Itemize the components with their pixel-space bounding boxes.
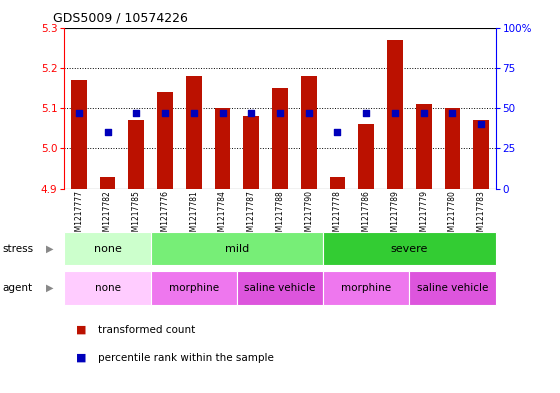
Bar [157, 92, 173, 189]
Bar [151, 232, 323, 265]
Point [419, 110, 428, 116]
Bar [409, 271, 496, 305]
Point [390, 110, 399, 116]
Point [161, 110, 170, 116]
Text: transformed count: transformed count [98, 325, 195, 335]
Bar [301, 76, 316, 189]
Text: morphine: morphine [341, 283, 391, 293]
Bar [416, 104, 432, 189]
Bar [71, 80, 87, 189]
Point [362, 110, 371, 116]
Bar [330, 176, 346, 189]
Bar [186, 76, 202, 189]
Bar [473, 120, 489, 189]
Text: morphine: morphine [169, 283, 219, 293]
Point [477, 121, 486, 127]
Text: ■: ■ [76, 325, 86, 335]
Text: severe: severe [391, 244, 428, 253]
Text: percentile rank within the sample: percentile rank within the sample [98, 353, 274, 363]
Bar [387, 40, 403, 189]
Text: none: none [94, 244, 122, 253]
Point [448, 110, 457, 116]
Bar [323, 271, 409, 305]
Point [218, 110, 227, 116]
Bar [272, 88, 288, 189]
Text: saline vehicle: saline vehicle [417, 283, 488, 293]
Bar [445, 108, 460, 189]
Point [333, 129, 342, 135]
Point [276, 110, 284, 116]
Point [247, 110, 256, 116]
Bar [237, 271, 323, 305]
Bar [64, 232, 151, 265]
Text: ▶: ▶ [46, 244, 53, 253]
Point [74, 110, 83, 116]
Text: ▶: ▶ [46, 283, 53, 293]
Bar [214, 108, 230, 189]
Bar [244, 116, 259, 189]
Text: none: none [95, 283, 120, 293]
Text: stress: stress [3, 244, 34, 253]
Text: agent: agent [3, 283, 33, 293]
Bar [128, 120, 144, 189]
Text: mild: mild [225, 244, 249, 253]
Point [304, 110, 313, 116]
Bar [64, 271, 151, 305]
Point [103, 129, 112, 135]
Text: saline vehicle: saline vehicle [244, 283, 316, 293]
Bar [323, 232, 496, 265]
Point [132, 110, 141, 116]
Text: ■: ■ [76, 353, 86, 363]
Bar [358, 124, 374, 189]
Bar [151, 271, 237, 305]
Bar [100, 176, 115, 189]
Point [189, 110, 198, 116]
Text: GDS5009 / 10574226: GDS5009 / 10574226 [53, 12, 188, 25]
